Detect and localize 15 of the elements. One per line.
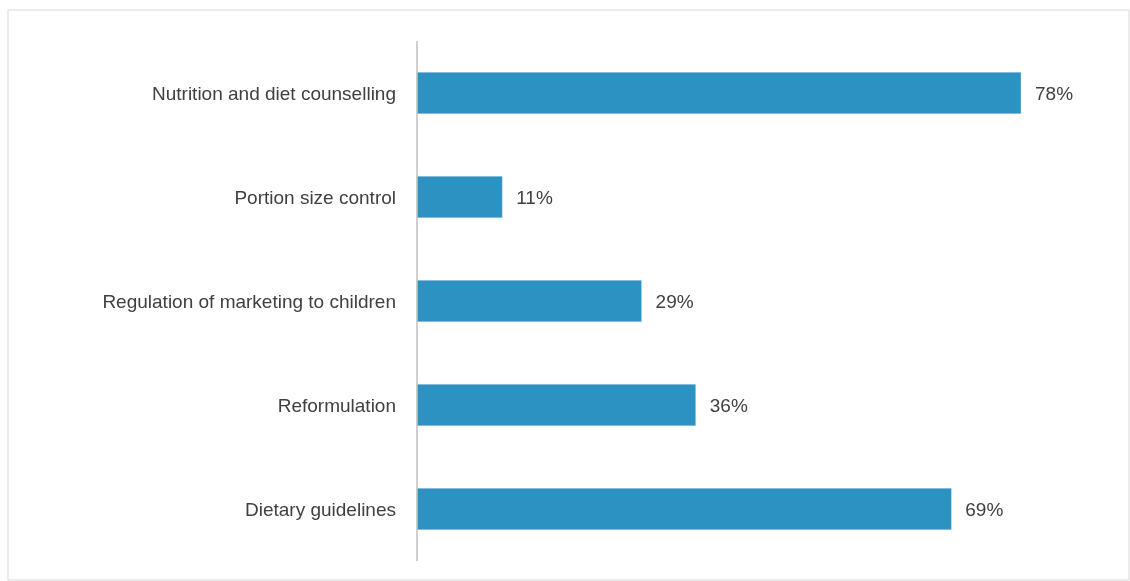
bar bbox=[416, 383, 697, 427]
bar bbox=[416, 487, 952, 531]
bar bbox=[416, 71, 1022, 115]
bar bbox=[416, 175, 503, 219]
bar bbox=[416, 279, 642, 323]
y-tick-label: Dietary guidelines bbox=[244, 498, 396, 520]
y-tick-label: Nutrition and diet counselling bbox=[152, 82, 396, 104]
data-label: 78% bbox=[1035, 82, 1074, 104]
data-label: 36% bbox=[709, 394, 748, 416]
data-label: 11% bbox=[516, 186, 553, 208]
y-tick-label: Regulation of marketing to children bbox=[102, 290, 396, 312]
data-label: 69% bbox=[965, 498, 1004, 520]
y-tick-label: Portion size control bbox=[234, 186, 396, 208]
data-label: 29% bbox=[655, 290, 694, 312]
y-tick-label: Reformulation bbox=[277, 394, 396, 416]
